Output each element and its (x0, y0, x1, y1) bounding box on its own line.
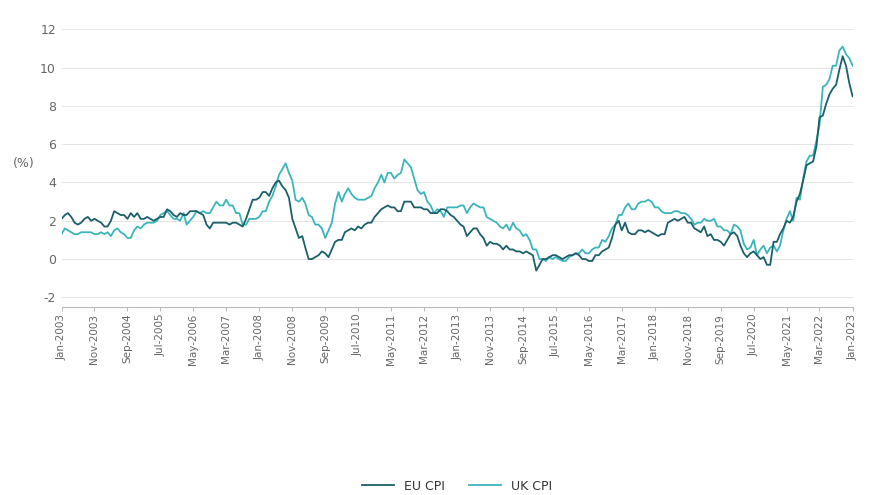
Line: EU CPI: EU CPI (61, 56, 852, 271)
Legend: EU CPI, UK CPI: EU CPI, UK CPI (362, 480, 551, 493)
Line: UK CPI: UK CPI (61, 47, 852, 261)
Y-axis label: (%): (%) (13, 157, 34, 170)
